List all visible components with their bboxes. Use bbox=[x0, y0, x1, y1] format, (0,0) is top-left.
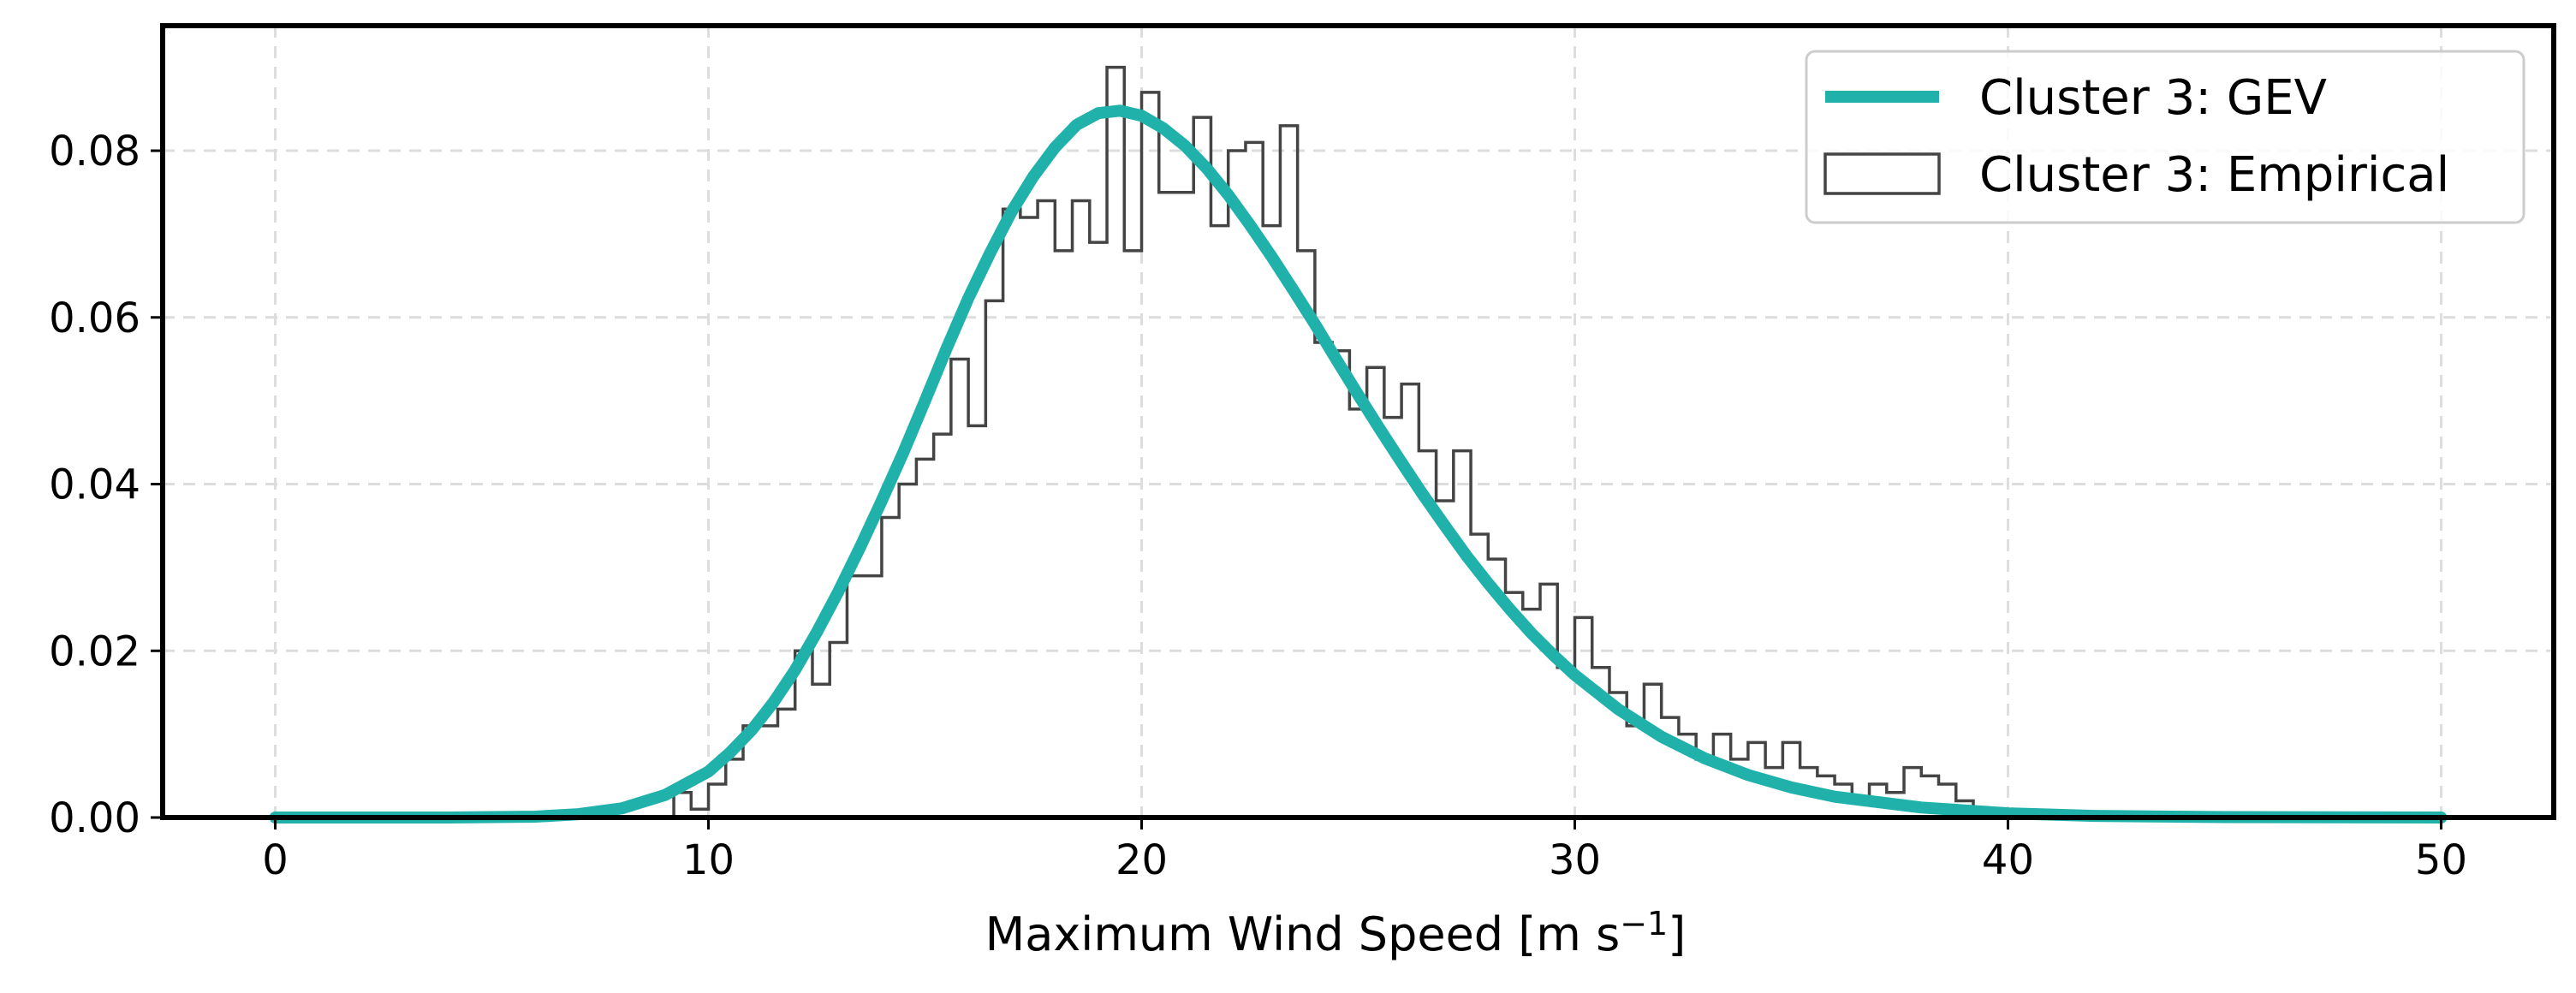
y-tick-label: 0.00 bbox=[49, 794, 140, 842]
legend-label-gev: Cluster 3: GEV bbox=[1979, 70, 2327, 126]
legend-box bbox=[1805, 50, 2525, 224]
legend-label-empirical: Cluster 3: Empirical bbox=[1979, 147, 2449, 203]
gev-curve bbox=[269, 104, 2448, 824]
x-axis-label-superscript: −1 bbox=[1620, 905, 1668, 942]
y-tick-label: 0.06 bbox=[49, 294, 140, 342]
y-tick-label: 0.08 bbox=[49, 128, 140, 175]
x-tick-label: 30 bbox=[1549, 836, 1601, 884]
x-axis-label: Maximum Wind Speed [m s−1] bbox=[985, 905, 1687, 961]
plot-frame bbox=[160, 23, 2556, 820]
y-tick-label: 0.04 bbox=[49, 461, 140, 509]
y-tick-label: 0.02 bbox=[49, 627, 140, 675]
x-tick-label: 50 bbox=[2415, 836, 2467, 884]
x-tick-label: 10 bbox=[682, 836, 735, 884]
x-axis-label-close: ] bbox=[1668, 907, 1686, 961]
x-tick-label: 0 bbox=[262, 836, 289, 884]
axes: 0 10 20 30 40 50 0.00 0.02 0.04 0.06 0.08 bbox=[49, 23, 2556, 884]
x-tick-label: 20 bbox=[1115, 836, 1168, 884]
x-axis-label-text: Maximum Wind Speed [m s bbox=[985, 907, 1621, 961]
legend: Cluster 3: GEV Cluster 3: Empirical bbox=[1805, 50, 2525, 224]
x-tick-label: 40 bbox=[1982, 836, 2034, 884]
gev-curve-line bbox=[269, 104, 2448, 824]
legend-swatch-empirical bbox=[1823, 152, 1941, 195]
